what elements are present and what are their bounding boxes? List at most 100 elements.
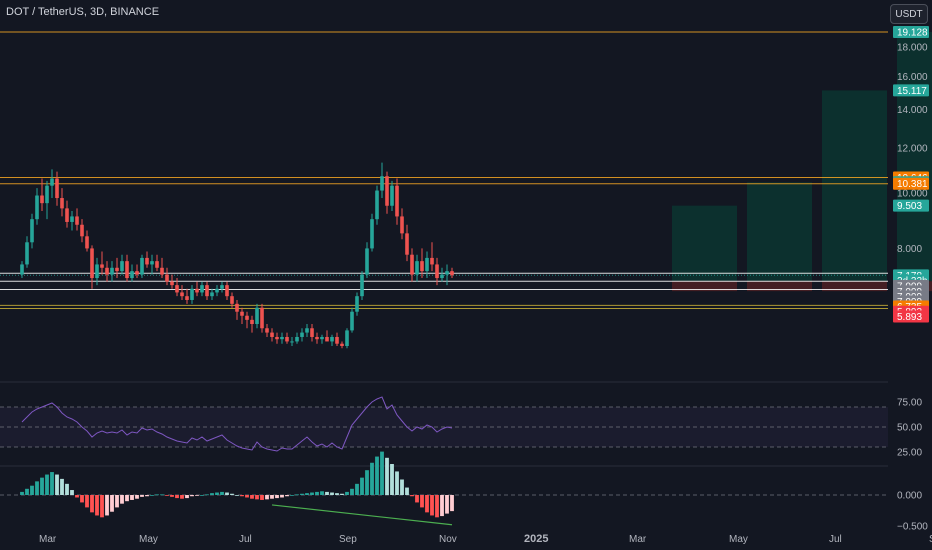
macd-bar: [310, 492, 314, 495]
macd-bar: [300, 493, 304, 495]
candle-body: [25, 242, 29, 265]
candle-body: [265, 328, 269, 333]
price-label-tag: [893, 177, 929, 190]
macd-bar: [375, 456, 379, 495]
candle-body: [255, 307, 259, 325]
rsi-tick-label: 25.00: [897, 448, 922, 459]
macd-bar: [395, 471, 399, 495]
candles: [20, 162, 454, 349]
time-tick-label: Jul: [239, 534, 252, 545]
candle-body: [450, 271, 454, 276]
candle-body: [245, 315, 249, 320]
macd-bar: [400, 479, 404, 495]
price-tick-label: 18.000: [897, 43, 928, 54]
macd-bar: [425, 495, 429, 513]
macd-bar: [135, 495, 139, 499]
macd-bar: [45, 474, 49, 495]
macd-bar: [70, 490, 74, 495]
horizontal-lines: [0, 31, 888, 310]
macd-bar: [390, 464, 394, 495]
macd-bar: [235, 495, 239, 496]
candle-body: [215, 288, 219, 293]
time-tick-label: May: [729, 534, 748, 545]
macd-bar: [290, 495, 294, 496]
macd-bar: [75, 495, 79, 498]
macd-bar: [385, 457, 389, 495]
macd-bar: [55, 474, 59, 495]
candle-body: [155, 261, 159, 268]
candle-body: [100, 264, 104, 268]
candle-body: [50, 178, 54, 186]
macd-bar: [405, 487, 409, 495]
rsi-tick-label: 75.00: [897, 398, 922, 409]
macd-bar: [150, 495, 154, 496]
time-tick-label: May: [139, 534, 158, 545]
price-tick-label: 14.000: [897, 105, 928, 116]
target-zones: [672, 32, 932, 292]
target-zone: [747, 182, 812, 282]
candle-body: [315, 336, 319, 340]
candle-body: [305, 328, 309, 333]
candle-body: [285, 336, 289, 342]
candle-body: [150, 261, 154, 265]
time-tick-label: Jul: [829, 534, 842, 545]
target-zone: [822, 90, 887, 282]
target-zone: [672, 205, 737, 282]
macd-bar: [280, 495, 284, 498]
price-label-text: 10.381: [897, 179, 928, 190]
macd-bar: [210, 493, 214, 495]
macd-bar: [420, 495, 424, 508]
price-label-text: 15.117: [897, 86, 927, 97]
macd-bar: [190, 495, 194, 497]
time-axis: MarMayJulSepNov2025MarMayJulSepNov: [39, 533, 932, 545]
macd-bar: [330, 492, 334, 495]
candle-body: [400, 216, 404, 234]
price-tick-label: 8.000: [897, 244, 922, 255]
macd-bar: [160, 494, 164, 496]
price-label-tag: [893, 199, 929, 212]
candle-body: [335, 336, 339, 344]
macd-bar: [415, 495, 419, 503]
candle-body: [20, 264, 24, 275]
candle-body: [325, 336, 329, 342]
macd-bar: [450, 495, 454, 512]
candle-body: [420, 261, 424, 272]
rsi-line: [21, 396, 453, 452]
candle-body: [405, 233, 409, 255]
candle-body: [390, 185, 394, 206]
price-label-text: 19.128: [897, 28, 928, 39]
candle-body: [90, 248, 94, 279]
candle-body: [330, 336, 334, 342]
candle-body: [300, 332, 304, 337]
candle-body: [365, 248, 369, 275]
macd-bar: [165, 495, 169, 496]
macd-bar: [215, 492, 219, 495]
macd-bar: [285, 495, 289, 497]
candle-body: [70, 216, 74, 222]
candle-body: [135, 271, 139, 275]
macd-bar: [305, 493, 309, 495]
macd-bar: [25, 488, 29, 495]
macd-pane: 0.000 −0.500: [0, 451, 928, 533]
macd-bar: [180, 495, 184, 499]
macd-bar: [20, 491, 24, 495]
macd-bar: [205, 494, 209, 496]
macd-bar: [295, 494, 299, 496]
candle-body: [190, 288, 194, 300]
currency-button[interactable]: USDT: [890, 4, 928, 24]
macd-bar: [410, 495, 414, 497]
price-label-tag: [893, 26, 929, 38]
candle-body: [380, 176, 384, 191]
macd-bar: [155, 494, 159, 496]
candle-body: [430, 257, 434, 265]
candle-body: [125, 261, 129, 279]
macd-bar: [40, 477, 44, 495]
candle-body: [170, 281, 174, 286]
divergence-line: [271, 504, 453, 526]
macd-bar: [435, 495, 439, 518]
candle-body: [80, 224, 84, 237]
macd-bar: [245, 495, 249, 498]
macd-bar: [275, 495, 279, 499]
candle-body: [30, 219, 34, 243]
